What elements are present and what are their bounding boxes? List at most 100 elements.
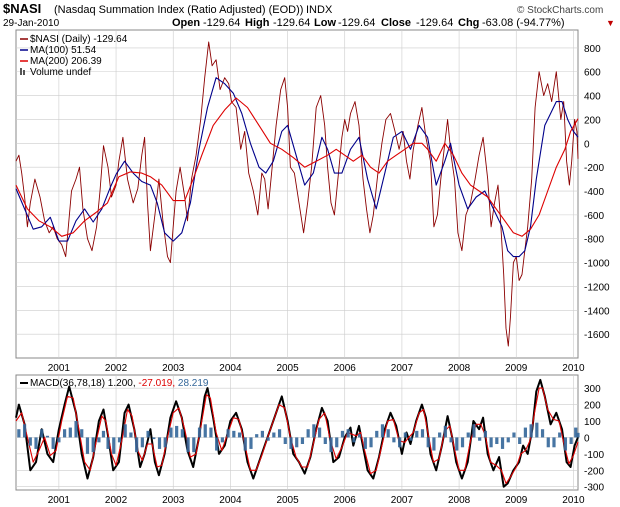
histogram-bar (363, 437, 367, 449)
legend-swatch-volume (20, 68, 22, 75)
x-tick-label: 2005 (276, 363, 299, 374)
x-tick-label: 2006 (334, 363, 357, 374)
high-value: -129.64 (273, 17, 310, 29)
histogram-bar (380, 424, 385, 438)
brand-logo: © StockCharts.com (517, 5, 603, 16)
histogram-bar (295, 437, 299, 448)
histogram-bar (420, 429, 425, 438)
histogram-bar (409, 437, 413, 441)
histogram-bar (438, 432, 442, 438)
series-line-ma200 (15, 97, 579, 237)
histogram-bar (403, 432, 407, 438)
y-tick-label: -1000 (584, 259, 610, 270)
y-tick-label: -1200 (584, 282, 610, 293)
histogram-bar (495, 437, 499, 444)
date: 29-Jan-2010 (3, 18, 60, 29)
histogram-bar (300, 437, 305, 444)
high-label: High (245, 17, 270, 29)
series-line-signal (15, 387, 579, 484)
histogram-bar (535, 422, 539, 438)
price-panel: 800 600 400 200 0 -200 -400 -600 -800 -1000 -1200 -… (15, 29, 610, 374)
y-tick-label: 400 (584, 92, 601, 103)
chg-value: -63.08 (-94.77%) (482, 17, 565, 29)
histogram-bar (426, 437, 430, 448)
y-tick-label: 200 (584, 115, 601, 126)
open-label: Open (172, 17, 200, 29)
histogram-bar (22, 424, 27, 438)
x-tick-label: 2007 (391, 495, 414, 506)
legend-histogram: 28.219 (175, 378, 209, 389)
y-tick-label: -600 (584, 211, 604, 222)
histogram-bar (180, 429, 184, 438)
x-tick-label: 2003 (162, 495, 185, 506)
histogram-bar (574, 427, 578, 438)
histogram-bar (529, 424, 533, 438)
histogram-bar (335, 437, 339, 448)
histogram-bar (220, 437, 224, 443)
y-tick-label: -800 (584, 235, 604, 246)
histogram-bar (455, 437, 459, 451)
legend-label: $NASI (Daily) -129.64 (30, 34, 128, 45)
legend-signal: -27.019, (136, 378, 175, 389)
x-tick-label: 2004 (219, 363, 242, 374)
histogram-bar (260, 430, 265, 438)
histogram-bar (255, 434, 259, 438)
low-label: Low (314, 17, 336, 29)
histogram-bar (317, 427, 322, 438)
histogram-bar (34, 437, 38, 449)
histogram-bar (85, 437, 90, 454)
histogram-bar (466, 432, 470, 438)
histogram-bar (57, 437, 61, 443)
histogram-bar (478, 437, 482, 441)
x-tick-label: 2008 (448, 363, 471, 374)
histogram-bar (306, 429, 310, 438)
histogram-bar (163, 437, 167, 448)
x-tick-label: 2008 (448, 495, 471, 506)
y-tick-label: 0 (584, 139, 590, 150)
histogram-bar (472, 424, 476, 438)
x-tick-label: 2004 (219, 495, 242, 506)
histogram-bar (558, 432, 562, 438)
histogram-bar (340, 430, 345, 438)
series-line-ma100 (15, 77, 579, 258)
histogram-bar (375, 430, 379, 438)
histogram-bar (483, 430, 487, 438)
histogram-bar (552, 437, 556, 448)
y-tick-label: 800 (584, 44, 601, 55)
x-tick-label: 2007 (391, 363, 414, 374)
histogram-bar (91, 437, 95, 453)
histogram-bar (392, 437, 396, 443)
histogram-bar (449, 437, 453, 443)
histogram-bar (232, 430, 236, 438)
histogram-bar (489, 437, 493, 448)
histogram-bar (203, 424, 207, 438)
histogram-bar (329, 437, 333, 453)
x-tick-label: 2002 (105, 495, 128, 506)
histogram-bar (569, 437, 573, 444)
histogram-bar (51, 437, 55, 449)
histogram-bar (101, 430, 106, 438)
x-tick-label: 2002 (105, 363, 128, 374)
histogram-bar (346, 429, 350, 438)
histogram-bar (175, 425, 179, 438)
chg-label: Chg (458, 17, 479, 29)
histogram-bar (209, 427, 213, 438)
legend-macd: MACD(36,78,18) 1.200, (30, 378, 136, 389)
symbol: $NASI (3, 1, 41, 16)
histogram-bar (192, 437, 196, 453)
low-value: -129.64 (338, 17, 375, 29)
histogram-bar (386, 429, 390, 438)
plot-frame (15, 374, 579, 491)
exchange: INDX (306, 4, 333, 16)
histogram-bar (74, 421, 78, 438)
y-tick-label: -300 (584, 483, 604, 494)
histogram-bar (369, 437, 373, 448)
histogram-bar (432, 437, 436, 451)
histogram-bar (523, 427, 528, 438)
x-tick-label: 2010 (562, 363, 585, 374)
description: (Nasdaq Summation Index (Ratio Adjusted)… (54, 4, 303, 16)
histogram-bar (146, 430, 150, 438)
histogram-bar (157, 437, 162, 449)
histogram-bar (97, 437, 101, 443)
